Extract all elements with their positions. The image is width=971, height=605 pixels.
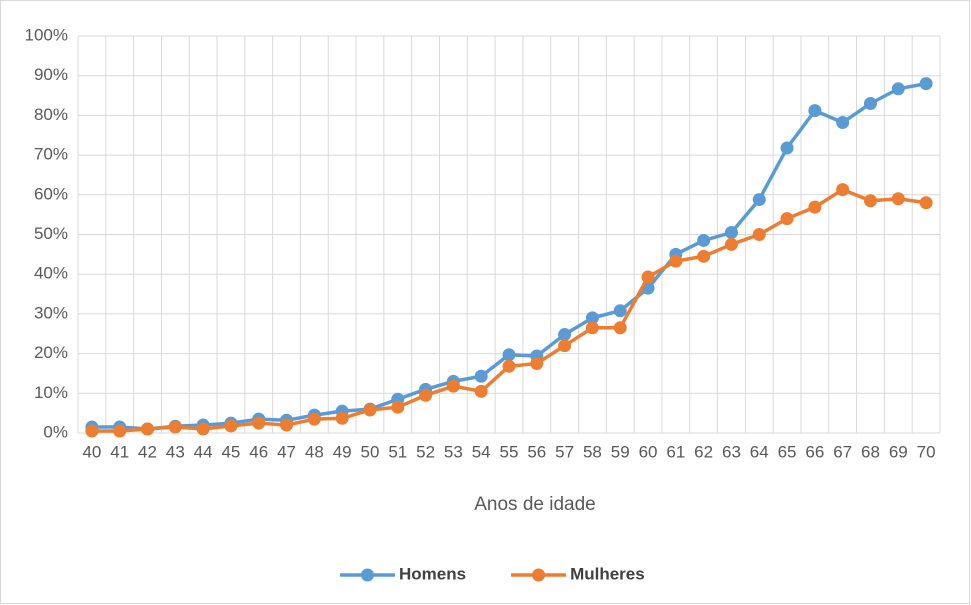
y-tick-label: 80% [34, 105, 68, 124]
x-tick-label: 62 [694, 442, 713, 461]
point [752, 193, 766, 207]
y-tick-label: 30% [34, 303, 68, 322]
point [196, 422, 210, 436]
x-tick-label: 53 [444, 442, 463, 461]
legend-label: Homens [399, 564, 466, 583]
point [724, 237, 738, 251]
x-tick-label: 63 [722, 442, 741, 461]
point [363, 403, 377, 417]
x-tick-label: 48 [305, 442, 324, 461]
x-tick-label: 57 [555, 442, 574, 461]
x-tick-label: 41 [110, 442, 129, 461]
point [613, 304, 627, 318]
x-tick-label: 68 [861, 442, 880, 461]
x-tick-label: 56 [527, 442, 546, 461]
point [474, 369, 488, 383]
point [585, 321, 599, 335]
point [919, 77, 933, 91]
x-tick-label: 45 [221, 442, 240, 461]
point [724, 226, 738, 240]
point [419, 388, 433, 402]
point [224, 419, 238, 433]
x-tick-label: 58 [583, 442, 602, 461]
y-tick-label: 70% [34, 145, 68, 164]
x-axis-title: Anos de idade [474, 494, 596, 515]
point [335, 411, 349, 425]
point [585, 311, 599, 325]
point [808, 104, 822, 118]
point [919, 196, 933, 210]
point [446, 379, 460, 393]
legend-marker [361, 568, 374, 582]
x-tick-label: 60 [639, 442, 658, 461]
point [808, 200, 822, 214]
point [613, 321, 627, 335]
y-tick-label: 40% [34, 264, 68, 283]
y-tick-label: 20% [34, 343, 68, 362]
point [558, 339, 572, 353]
x-tick-label: 67 [833, 442, 852, 461]
point [752, 228, 766, 241]
point [280, 418, 294, 432]
point [113, 424, 127, 438]
x-tick-label: 42 [138, 442, 157, 461]
x-tick-label: 70 [917, 442, 936, 461]
point [85, 424, 99, 438]
x-tick-label: 49 [333, 442, 352, 461]
x-tick-label: 55 [500, 442, 519, 461]
x-tick-label: 64 [750, 442, 769, 461]
point [252, 416, 266, 430]
point [530, 357, 544, 371]
point [891, 82, 905, 96]
point [863, 194, 877, 208]
point [141, 422, 155, 436]
point [891, 192, 905, 206]
legend-marker [532, 568, 546, 582]
point [697, 249, 711, 263]
point [669, 254, 683, 268]
x-tick-label: 52 [416, 442, 435, 461]
point [836, 116, 850, 130]
x-tick-label: 54 [472, 442, 491, 461]
y-tick-label: 100% [25, 25, 68, 44]
point [836, 183, 850, 197]
x-tick-label: 47 [277, 442, 296, 461]
x-tick-label: 46 [249, 442, 268, 461]
point [307, 412, 321, 426]
point [780, 141, 794, 155]
x-tick-label: 65 [778, 442, 797, 461]
point [474, 384, 488, 398]
y-tick-label: 50% [34, 224, 68, 243]
x-tick-label: 50 [361, 442, 380, 461]
point [502, 348, 516, 362]
point [391, 400, 405, 414]
x-tick-label: 40 [82, 442, 101, 461]
point [558, 328, 572, 342]
y-tick-label: 0% [43, 422, 68, 441]
x-tick-label: 59 [611, 442, 630, 461]
point [863, 96, 877, 110]
y-tick-label: 90% [34, 65, 68, 84]
x-tick-label: 61 [666, 442, 685, 461]
point [641, 270, 655, 284]
point [502, 359, 516, 373]
point [697, 233, 711, 247]
x-tick-label: 66 [805, 442, 824, 461]
x-tick-label: 43 [166, 442, 185, 461]
y-tick-label: 10% [34, 383, 68, 402]
x-tick-label: 44 [194, 442, 213, 461]
point [780, 212, 794, 226]
y-tick-label: 60% [34, 184, 68, 203]
x-tick-label: 51 [388, 442, 407, 461]
legend-label: Mulheres [570, 564, 645, 583]
point [168, 420, 182, 434]
x-tick-label: 69 [889, 442, 908, 461]
